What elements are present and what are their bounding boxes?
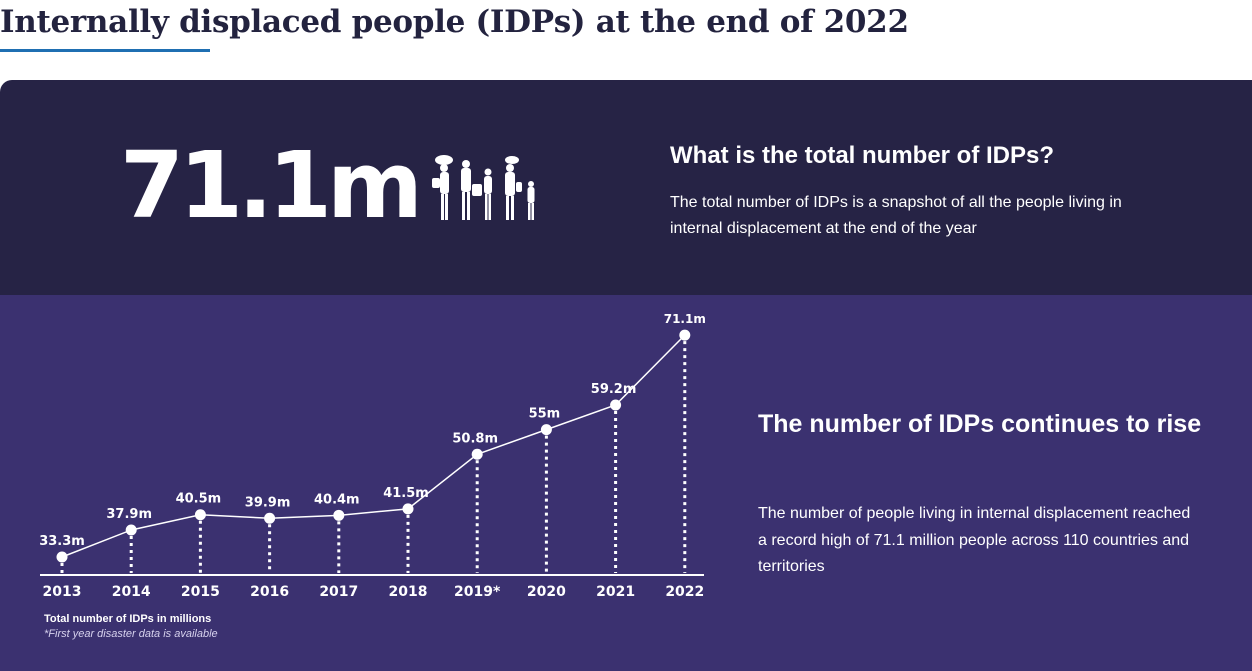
tick-label-2019: 2019* xyxy=(454,584,501,600)
trend-heading: The number of IDPs continues to rise xyxy=(758,410,1202,438)
tick-label-2020: 2020 xyxy=(527,584,566,600)
tick-label-2022: 2022 xyxy=(665,584,704,600)
data-point-2013 xyxy=(56,551,68,563)
summary-panel: 71.1m xyxy=(0,80,1252,295)
tick-label-2013: 2013 xyxy=(43,584,82,600)
tick-label-2021: 2021 xyxy=(596,584,635,600)
chart-note: Total number of IDPs in millions xyxy=(44,613,212,625)
data-label-2015: 40.5m xyxy=(176,492,222,507)
data-point-2016 xyxy=(264,512,276,524)
data-label-2017: 40.4m xyxy=(314,492,360,507)
data-label-2022: 71.1m xyxy=(664,312,706,326)
tick-label-2017: 2017 xyxy=(319,584,358,600)
data-label-2013: 33.3m xyxy=(39,534,85,549)
data-point-2017 xyxy=(333,509,345,521)
data-label-2018: 41.5m xyxy=(383,486,429,501)
summary-description: The total number of IDPs is a snapshot o… xyxy=(670,194,1122,237)
idp-line-chart: 33.3m 2013 37.9m 2014 40.5m 2015 39.9m 2016 40.4… xyxy=(39,312,706,600)
data-point-2022 xyxy=(679,329,691,341)
summary-heading: What is the total number of IDPs? xyxy=(670,142,1055,169)
data-point-2021 xyxy=(610,399,622,411)
page-title: Internally displaced people (IDPs) at th… xyxy=(0,4,909,40)
title-underline xyxy=(0,49,210,52)
data-label-2014: 37.9m xyxy=(106,507,152,522)
data-point-2015 xyxy=(194,509,206,521)
tick-label-2014: 2014 xyxy=(112,584,151,600)
data-point-2020 xyxy=(540,424,552,436)
data-point-2019 xyxy=(471,448,483,460)
big-number: 71.1m xyxy=(120,132,423,239)
data-point-2018 xyxy=(402,503,414,515)
series-line xyxy=(61,334,686,558)
tick-label-2015: 2015 xyxy=(181,584,220,600)
data-label-2016: 39.9m xyxy=(245,495,291,510)
data-point-2014 xyxy=(125,524,137,536)
chart-footnote: *First year disaster data is available xyxy=(44,628,218,640)
tick-label-2016: 2016 xyxy=(250,584,289,600)
tick-label-2018: 2018 xyxy=(389,584,428,600)
trend-panel: 33.3m 2013 37.9m 2014 40.5m 2015 39.9m 2016 40.4… xyxy=(0,295,1252,671)
data-label-2019: 50.8m xyxy=(452,431,498,446)
data-label-2021: 59.2m xyxy=(591,382,637,397)
data-label-2020: 55m xyxy=(529,407,561,422)
people-icon xyxy=(432,155,535,220)
trend-description: The number of people living in internal … xyxy=(758,505,1191,575)
